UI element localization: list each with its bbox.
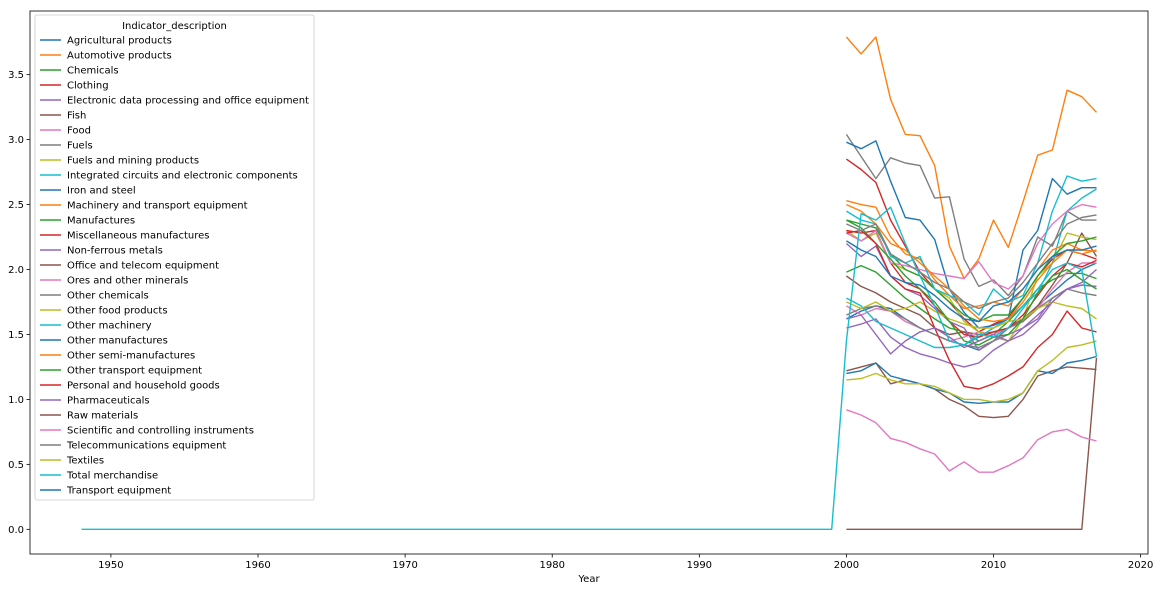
series-line-24 xyxy=(846,268,1097,355)
legend-entry-label: Iron and steel xyxy=(67,186,136,197)
series-line-0 xyxy=(846,262,1097,351)
y-tick-label: 3.5 xyxy=(8,70,24,81)
legend-entry-label: Non-ferrous metals xyxy=(67,246,163,257)
legend-entry-label: Integrated circuits and electronic compo… xyxy=(67,171,298,182)
series-line-28 xyxy=(846,340,1097,403)
legend-entry-label: Office and telecom equipment xyxy=(67,261,219,272)
legend-entry-label: Clothing xyxy=(67,81,109,92)
legend-entry-label: Automotive products xyxy=(67,51,172,62)
series-line-1 xyxy=(845,36,1098,280)
legend-entry-label: Raw materials xyxy=(67,411,138,422)
x-axis: 1950 1960 1970 1980 1990 2000 2010 2020 xyxy=(98,554,1153,571)
x-tick-label: 2010 xyxy=(981,560,1006,571)
legend-entry-label: Chemicals xyxy=(67,66,119,77)
legend-entry-label: Textiles xyxy=(66,456,104,467)
series-line-16 xyxy=(846,203,1097,290)
legend-box xyxy=(34,14,315,501)
legend-entry-label: Telecommunications equipment xyxy=(66,441,226,452)
series-line-27 xyxy=(846,214,1097,310)
legend-entry-label: Fish xyxy=(67,111,86,122)
y-tick-label: 0.5 xyxy=(8,460,24,471)
legend-entry-label: Machinery and transport equipment xyxy=(67,201,248,212)
y-tick-label: 3.0 xyxy=(8,135,24,146)
series-lines xyxy=(81,36,1098,530)
legend-entry-label: Pharmaceuticals xyxy=(67,396,150,407)
series-line-19 xyxy=(846,175,1097,316)
legend-entry-label: Personal and household goods xyxy=(67,381,220,392)
series-line-30 xyxy=(846,240,1097,323)
series-line-20 xyxy=(846,355,1097,404)
series-line-25 xyxy=(846,357,1098,530)
legend-entry-label: Ores and other minerals xyxy=(67,276,188,287)
legend-entry-label: Other semi-manufactures xyxy=(67,351,195,362)
x-axis-label: Year xyxy=(577,574,600,585)
legend-entry-label: Other chemicals xyxy=(67,291,149,302)
series-line-5 xyxy=(845,232,1098,336)
legend-entry-label: Electronic data processing and office eq… xyxy=(67,96,309,107)
legend-entry-label: Fuels xyxy=(67,141,93,152)
legend-entry-label: Other transport equipment xyxy=(67,366,202,377)
y-tick-label: 2.5 xyxy=(8,200,24,211)
y-tick-label: 0.0 xyxy=(8,525,24,536)
x-tick-label: 1990 xyxy=(687,560,712,571)
y-tick-label: 1.5 xyxy=(8,330,24,341)
legend-entry-label: Other manufactures xyxy=(67,336,168,347)
legend-entry-label: Fuels and mining products xyxy=(67,156,199,167)
legend: Indicator_description Agricultural produc… xyxy=(34,14,315,501)
y-tick-label: 1.0 xyxy=(8,395,24,406)
series-line-26 xyxy=(846,409,1097,473)
legend-entry-label: Total merchandise xyxy=(66,471,158,482)
series-line-11 xyxy=(846,200,1097,310)
x-tick-label: 1980 xyxy=(539,560,564,571)
legend-entry-label: Miscellaneous manufactures xyxy=(67,231,210,242)
series-line-15 xyxy=(846,362,1097,419)
x-tick-label: 1960 xyxy=(245,560,270,571)
x-tick-label: 1970 xyxy=(392,560,417,571)
legend-entry-label: Agricultural products xyxy=(67,36,172,47)
x-tick-label: 2000 xyxy=(834,560,859,571)
series-line-18 xyxy=(846,301,1097,329)
legend-entry-label: Manufactures xyxy=(67,216,135,227)
y-tick-label: 2.0 xyxy=(8,265,24,276)
series-line-21 xyxy=(846,203,1097,323)
x-tick-label: 2020 xyxy=(1128,560,1153,571)
series-line-22 xyxy=(846,219,1097,346)
plot-area xyxy=(29,10,1149,555)
legend-entry-label: Scientific and controlling instruments xyxy=(67,426,254,437)
legend-entry-label: Food xyxy=(67,126,91,137)
x-tick-label: 1950 xyxy=(98,560,123,571)
legend-entry-label: Transport equipment xyxy=(66,486,171,497)
legend-entry-label: Other food products xyxy=(67,306,168,317)
y-axis: 0.0 0.5 1.0 1.5 2.0 2.5 3.0 3.5 xyxy=(8,70,30,536)
series-line-29 xyxy=(81,206,1098,530)
legend-title: Indicator_description xyxy=(122,21,227,32)
series-line-23 xyxy=(846,229,1097,390)
legend-entry-label: Other machinery xyxy=(67,321,152,332)
